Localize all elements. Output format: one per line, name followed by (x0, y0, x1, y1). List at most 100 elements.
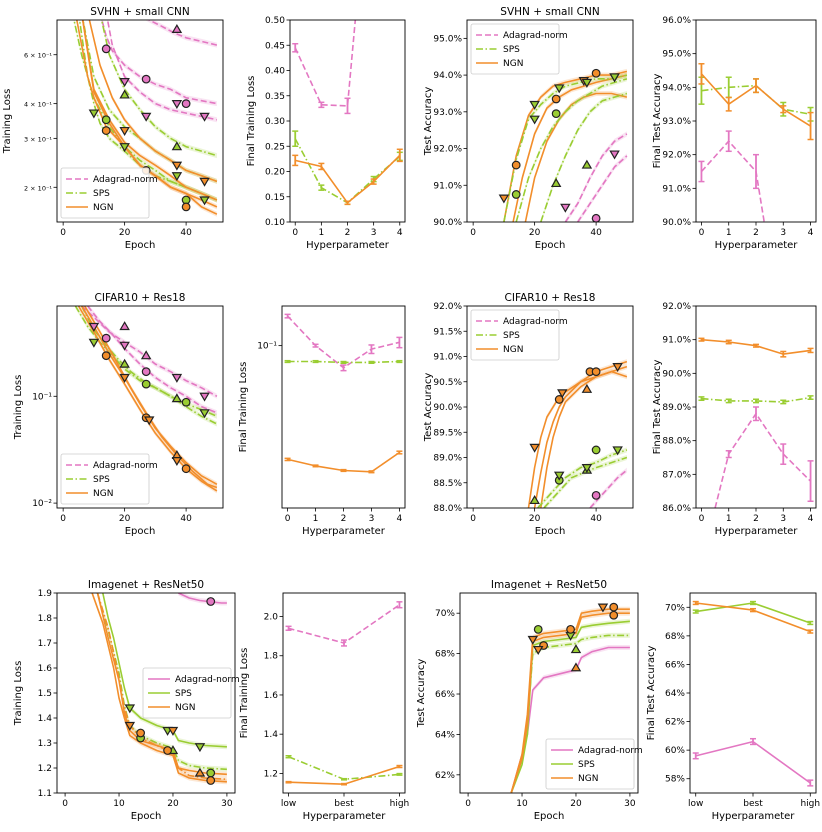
legend-label-ngn: NGN (503, 59, 523, 69)
y-tick-label: 10⁻¹ (32, 392, 52, 402)
y-tick-label: 89.0% (662, 403, 691, 413)
x-tick-label: 1 (313, 514, 319, 524)
axes-frame (466, 19, 634, 223)
chart-imagenet-final-acc: Hyperparameter Final Test Accuracy low best… (646, 592, 820, 822)
marker-circle (591, 213, 601, 222)
series-line-adagrad-norm (577, 155, 628, 222)
marker-circle (533, 624, 543, 634)
marker-triangle-up (581, 383, 593, 393)
y-tick-label: 3 × 10⁻¹ (24, 135, 52, 143)
series-line-ngn (695, 602, 811, 633)
y-tick-label: 1.2 (38, 764, 52, 774)
y-tick-label: 70% (435, 609, 455, 619)
marker-triangle-down (171, 172, 183, 182)
marker-circle (206, 776, 216, 785)
marker-circle (511, 190, 521, 199)
marker-circle (101, 44, 111, 54)
marker-triangle-down (140, 112, 152, 122)
axes-frame (689, 592, 817, 794)
series-line-ngn (700, 73, 811, 127)
x-tick-label: 40 (590, 228, 602, 238)
chart-imagenet-loss: Imagenet + ResNet50 Epoch Training Loss 0 10… (13, 579, 240, 822)
chart-title: SVHN + small CNN (500, 6, 599, 18)
y-tick-label: 92.0% (433, 302, 462, 312)
marker-triangle-down (119, 78, 130, 88)
series-line-adagrad-norm (589, 469, 628, 508)
plot-area (292, 20, 403, 206)
series-line-sps (287, 360, 400, 364)
series-line-sps (80, 306, 218, 425)
x-axis-label: Epoch (125, 240, 156, 251)
series-line-adagrad-norm (288, 604, 400, 644)
x-tick-label: 0 (60, 514, 66, 524)
plot-area (91, 593, 227, 785)
x-tick-label: 3 (371, 228, 377, 238)
y-tick-label: 1.6 (264, 691, 279, 701)
axes-frame (289, 19, 406, 223)
series-line-adagrad-norm (695, 740, 811, 784)
plot-area (74, 306, 218, 494)
y-tick-label: 0.10 (265, 218, 285, 228)
y-axis-label: Final Training Loss (246, 76, 257, 167)
legend-label-ngn: NGN (175, 703, 195, 713)
x-tick-label: 1 (726, 228, 732, 238)
series-line-ngn (512, 74, 628, 222)
y-axis-label: Final Training Loss (238, 362, 249, 453)
chart-svhn-final-loss: Hyperparameter Final Training Loss 0 1 2 3 4 0.… (246, 16, 406, 251)
x-tick-label: 2 (341, 514, 347, 524)
chart-imagenet-final-loss: Hyperparameter Final Training Loss low best… (239, 592, 409, 822)
legend-label-adagrad: Adagrad-norm (578, 746, 643, 756)
x-tick-label: 2 (753, 514, 759, 524)
marker-circle (566, 624, 575, 634)
y-tick-label: 0.45 (265, 41, 285, 51)
axes-frame (56, 19, 224, 223)
x-tick-label: 0 (699, 514, 705, 524)
series-line-ngn (287, 451, 400, 473)
legend-label-sps: SPS (503, 45, 520, 55)
legend-box (142, 667, 232, 719)
legend-label-sps: SPS (93, 189, 110, 199)
series-band (101, 20, 217, 159)
x-tick-label: 1 (318, 228, 324, 238)
marker-circle (101, 115, 111, 125)
y-axis-label: Training Loss (2, 89, 13, 155)
marker-circle (591, 68, 601, 78)
series-line-sps (695, 602, 811, 624)
y-tick-label: 88.5% (433, 479, 462, 489)
legend: Adagrad-norm SPS NGN (142, 667, 240, 719)
series-line-ngn (91, 593, 227, 783)
series-line-ngn (510, 612, 630, 793)
x-tick-label: 20 (167, 799, 179, 809)
chart-cifar-loss: CIFAR10 + Res18 Epoch Training Loss 0 20 40 10… (13, 292, 224, 537)
y-tick-label: 96.0% (662, 16, 691, 26)
x-axis-label: Hyperparameter (712, 811, 796, 822)
plot-area (527, 359, 628, 508)
x-tick-label: 3 (780, 228, 786, 238)
marker-triangle-up (570, 662, 582, 672)
x-tick-label: 30 (624, 799, 636, 809)
x-tick-label: 40 (590, 514, 602, 524)
series-band (73, 20, 217, 203)
series-band (102, 593, 227, 750)
x-tick-label: 0 (470, 514, 476, 524)
marker-circle (551, 94, 561, 104)
marker-triangle-down (581, 78, 593, 88)
y-tick-label: 62% (665, 718, 685, 728)
y-tick-label: 1.6 (38, 664, 53, 674)
marker-triangle-down (199, 196, 210, 206)
marker-triangle-down (199, 112, 210, 122)
x-tick-label: 0 (470, 228, 476, 238)
series-line-sps (102, 593, 227, 748)
x-tick-label: 0 (62, 799, 68, 809)
y-tick-label: 90.0% (433, 218, 462, 228)
y-tick-label: 90.0% (433, 403, 462, 413)
y-tick-label: 91.0% (433, 181, 462, 191)
marker-circle (609, 610, 619, 620)
marker-circle (141, 74, 151, 84)
x-tick-label: 40 (180, 514, 192, 524)
legend-label-ngn: NGN (93, 489, 113, 499)
marker-triangle-down (553, 84, 565, 94)
plot-area (285, 601, 403, 786)
y-tick-label: 1.3 (38, 739, 52, 749)
marker-circle (101, 333, 111, 343)
